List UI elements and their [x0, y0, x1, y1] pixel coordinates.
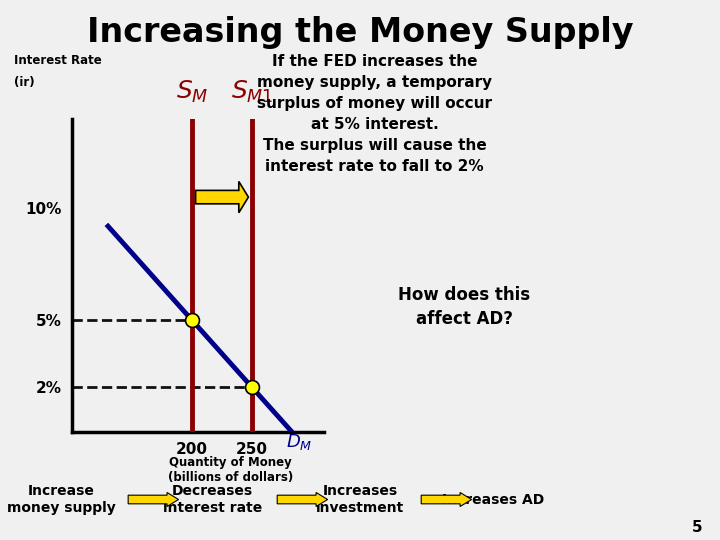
Text: Increase
money supply: Increase money supply — [6, 484, 116, 515]
Text: $S_M$: $S_M$ — [176, 79, 208, 105]
Text: 5: 5 — [691, 519, 702, 535]
Text: Increases
investment: Increases investment — [316, 484, 404, 515]
Text: $S_{M1}$: $S_{M1}$ — [231, 79, 273, 105]
Text: Increasing the Money Supply: Increasing the Money Supply — [86, 16, 634, 49]
Text: How does this
affect AD?: How does this affect AD? — [398, 286, 531, 328]
FancyArrow shape — [196, 181, 248, 213]
Text: Decreases
interest rate: Decreases interest rate — [163, 484, 262, 515]
Text: Interest Rate: Interest Rate — [14, 54, 102, 67]
Text: (ir): (ir) — [14, 76, 35, 89]
Text: Increases AD: Increases AD — [442, 492, 544, 507]
Text: If the FED increases the
money supply, a temporary
surplus of money will occur
a: If the FED increases the money supply, a… — [257, 54, 492, 174]
Text: Quantity of Money
(billions of dollars): Quantity of Money (billions of dollars) — [168, 456, 293, 484]
Text: $D_M$: $D_M$ — [286, 431, 312, 451]
